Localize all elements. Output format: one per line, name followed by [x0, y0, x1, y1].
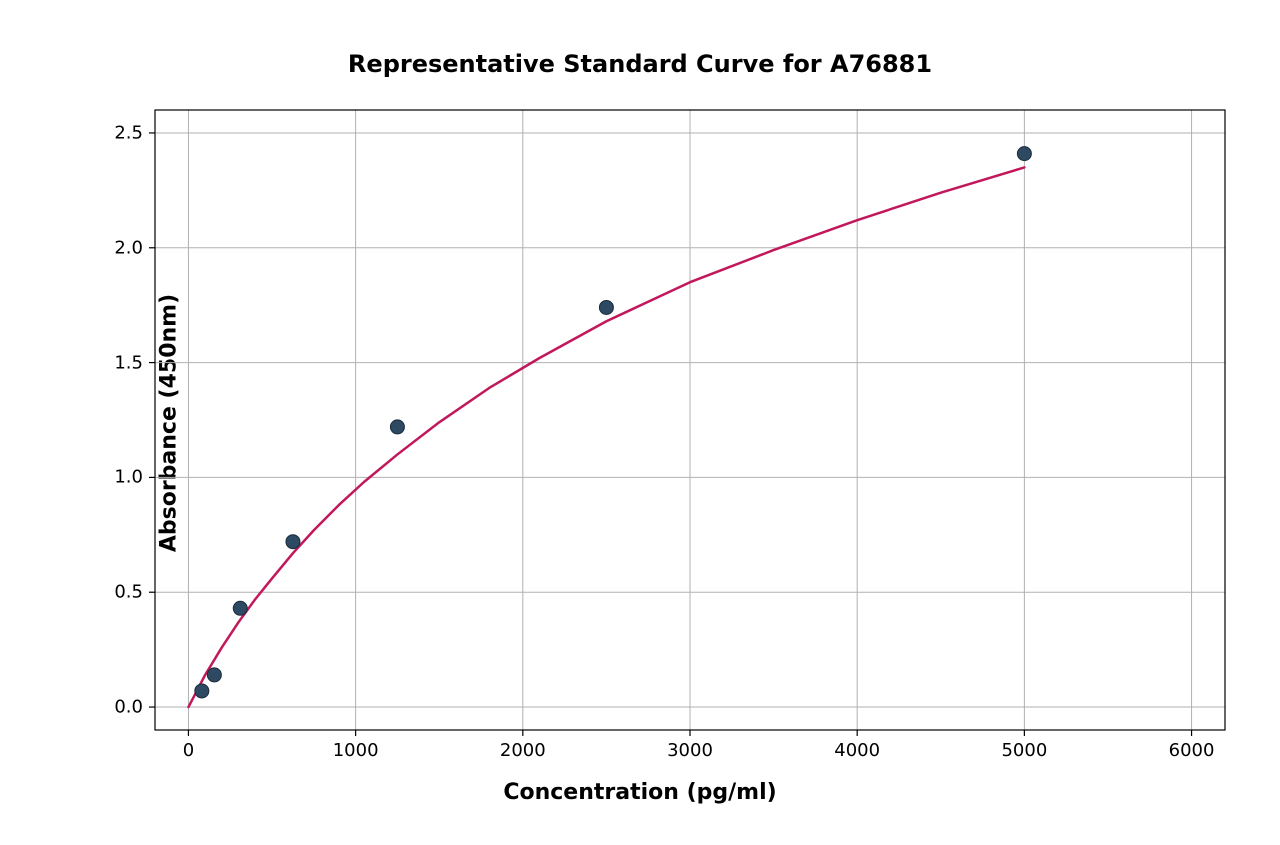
x-axis-label: Concentration (pg/ml): [503, 780, 776, 805]
y-tick-label: 1.0: [114, 467, 143, 488]
y-tick-label: 1.5: [114, 352, 143, 373]
data-point: [390, 420, 404, 434]
x-tick-label: 2000: [500, 740, 546, 761]
fit-curve: [188, 167, 1024, 707]
x-tick-label: 3000: [667, 740, 713, 761]
x-tick-label: 6000: [1169, 740, 1215, 761]
data-point: [207, 668, 221, 682]
y-tick-label: 0.0: [114, 697, 143, 718]
data-point: [233, 601, 247, 615]
data-point: [286, 535, 300, 549]
y-tick-label: 2.0: [114, 237, 143, 258]
y-tick-label: 2.5: [114, 122, 143, 143]
y-tick-label: 0.5: [114, 582, 143, 603]
x-tick-label: 5000: [1001, 740, 1047, 761]
data-point: [195, 684, 209, 698]
plot-svg: [155, 110, 1225, 730]
chart-container: Representative Standard Curve for A76881…: [0, 0, 1280, 845]
chart-title: Representative Standard Curve for A76881: [348, 50, 932, 78]
x-tick-label: 1000: [333, 740, 379, 761]
x-tick-label: 4000: [834, 740, 880, 761]
data-point: [599, 300, 613, 314]
x-tick-label: 0: [183, 740, 194, 761]
data-point: [1017, 147, 1031, 161]
